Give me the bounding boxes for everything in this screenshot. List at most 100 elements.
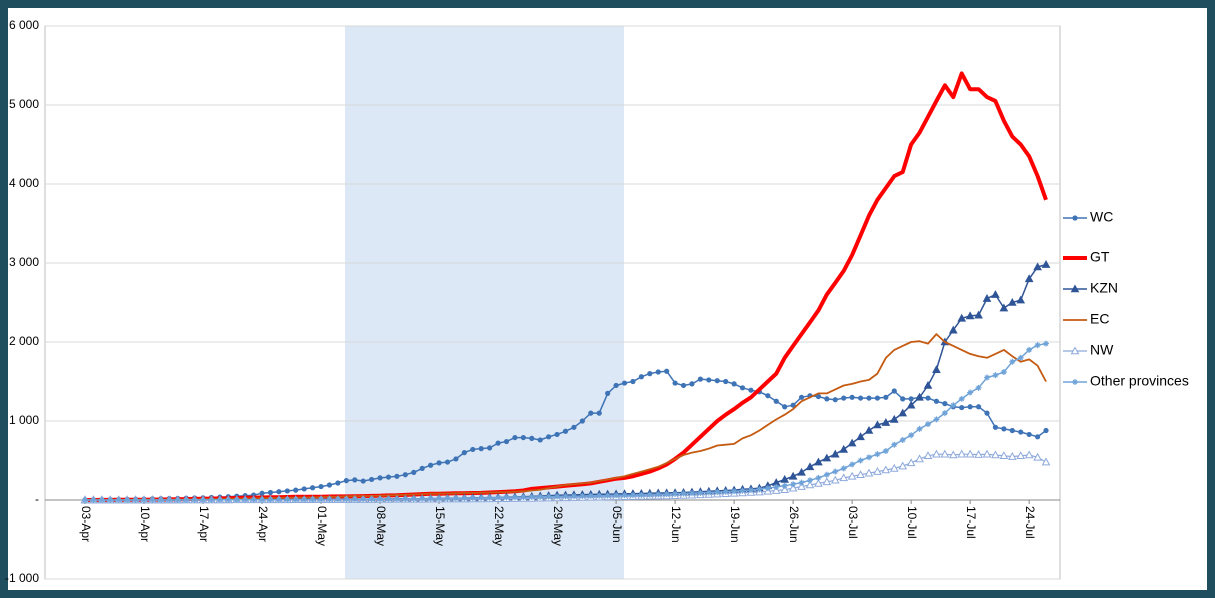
marker (814, 478, 823, 487)
marker (915, 454, 924, 463)
marker (948, 450, 958, 459)
marker (822, 477, 832, 486)
x-tick-label: 24-Apr (256, 506, 270, 542)
x-tick-label: 12-Jun (669, 506, 683, 543)
y-tick-label: - (35, 492, 39, 506)
marker (857, 395, 864, 401)
marker (873, 420, 882, 429)
marker (503, 438, 510, 445)
marker (840, 465, 847, 472)
marker (756, 486, 763, 493)
marker (883, 394, 889, 400)
marker (385, 474, 392, 480)
x-tick-label: 01-May (315, 506, 329, 546)
marker (216, 496, 223, 503)
marker (984, 410, 990, 416)
shaded-period (345, 26, 624, 579)
marker (444, 495, 451, 502)
marker (849, 394, 855, 400)
x-tick-label: 19-Jun (728, 506, 742, 543)
marker (948, 325, 958, 334)
marker (1026, 431, 1032, 438)
marker (1070, 346, 1080, 355)
marker (393, 495, 400, 502)
marker (942, 401, 948, 407)
marker (672, 380, 678, 386)
marker (200, 496, 207, 503)
marker (461, 495, 468, 502)
marker (781, 482, 788, 489)
marker (655, 491, 662, 498)
marker (731, 488, 738, 495)
marker (495, 440, 501, 446)
marker (469, 495, 476, 502)
marker (765, 393, 771, 399)
marker (292, 496, 299, 503)
marker (881, 465, 891, 474)
marker (588, 410, 594, 416)
marker (1017, 354, 1024, 361)
marker (638, 491, 645, 498)
marker (537, 437, 543, 443)
marker (873, 467, 882, 475)
marker (923, 380, 933, 389)
marker (647, 371, 653, 377)
marker (764, 485, 771, 492)
marker (731, 381, 737, 387)
marker (98, 497, 105, 503)
y-tick-label: 2 000 (9, 334, 39, 348)
marker (847, 471, 857, 480)
marker (511, 494, 518, 501)
marker (470, 446, 476, 453)
marker (857, 457, 864, 464)
marker (562, 493, 569, 500)
marker (992, 424, 999, 430)
marker (925, 395, 931, 401)
marker (427, 495, 434, 502)
marker (982, 449, 992, 458)
marker (368, 496, 375, 503)
marker (621, 380, 628, 386)
marker (906, 458, 916, 467)
marker (714, 378, 720, 384)
y-tick-label: 4 000 (9, 176, 39, 190)
marker (318, 496, 325, 503)
marker (360, 478, 366, 484)
marker (1001, 426, 1007, 432)
x-tick-label: 22-May (492, 506, 506, 546)
marker (267, 496, 274, 503)
marker (259, 496, 266, 503)
marker (906, 400, 916, 409)
marker (856, 432, 865, 441)
marker (132, 497, 139, 503)
marker (529, 435, 535, 441)
marker (444, 459, 451, 465)
marker (1043, 427, 1049, 434)
marker (613, 492, 620, 499)
marker (974, 310, 983, 319)
marker (208, 496, 215, 503)
marker (1026, 346, 1033, 353)
marker (780, 485, 790, 494)
marker (570, 493, 577, 500)
marker (1018, 429, 1024, 435)
marker (797, 467, 806, 476)
legend-label: WC (1090, 209, 1113, 225)
marker (284, 496, 291, 503)
marker (537, 493, 544, 500)
marker (790, 402, 796, 408)
marker (975, 384, 982, 391)
x-tick-label: 10-Apr (138, 506, 152, 542)
marker (503, 494, 510, 501)
marker (849, 461, 856, 468)
marker (974, 450, 983, 458)
marker (788, 471, 798, 480)
x-tick-label: 24-Jul (1023, 506, 1037, 539)
legend-label: EC (1090, 311, 1109, 327)
marker (664, 368, 670, 374)
marker (697, 489, 704, 496)
marker (352, 477, 358, 483)
marker (1016, 451, 1026, 460)
y-tick-label: 5 000 (9, 97, 39, 111)
marker (815, 393, 822, 400)
